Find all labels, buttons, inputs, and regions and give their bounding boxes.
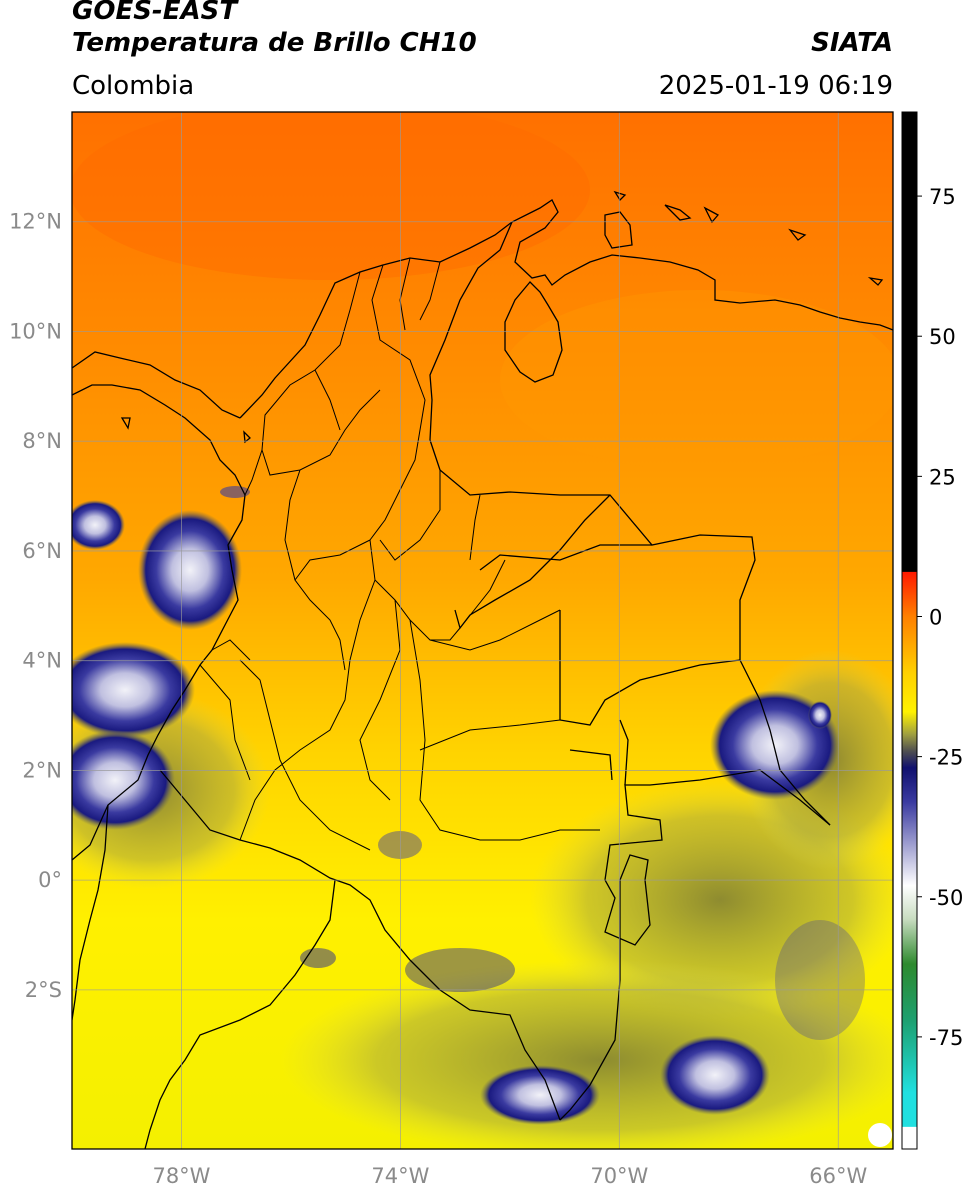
map-frame <box>71 111 894 1150</box>
lat-tick-label: 10°N <box>9 319 62 343</box>
lat-tick-label: 4°N <box>22 649 62 673</box>
colombia-venezuela-border <box>429 221 831 826</box>
colorbar-tick-label: 75 <box>929 185 956 209</box>
colorbar-tick-label: -75 <box>929 1026 963 1050</box>
lat-tick-label: 2°S <box>25 978 62 1002</box>
lat-tick-label: 0° <box>38 868 62 892</box>
peru-ecuador-border <box>144 879 336 1149</box>
colorbar-tick-label: 0 <box>929 605 942 629</box>
lat-tick-label: 2°N <box>22 758 62 782</box>
agency-label: SIATA <box>811 28 893 58</box>
southern-border <box>159 769 561 1121</box>
colorbar-tick-label: 25 <box>929 465 956 489</box>
pacific-islands <box>120 417 251 444</box>
datetime-label: 2025-01-19 06:19 <box>658 71 893 101</box>
boundaries-layer <box>72 190 893 1149</box>
latitude-tick-labels: 12°N 10°N 8°N 6°N 4°N 2°N 0° 2°S <box>9 210 62 1002</box>
longitude-tick-labels: 78°W 74°W 70°W 66°W <box>152 1164 867 1188</box>
lon-tick-label: 70°W <box>590 1164 648 1188</box>
imagery-layer <box>72 112 893 1149</box>
cloud-cluster-amazon <box>660 1035 770 1115</box>
caribbean-coastline <box>239 199 893 419</box>
gridlines <box>72 112 893 1149</box>
cloud-cluster-pacific-mid <box>72 642 195 738</box>
pacific-coastline <box>72 494 246 861</box>
product-title: Temperatura de Brillo CH10 <box>72 28 477 58</box>
lat-tick-label: 12°N <box>9 210 62 234</box>
colorbar <box>901 111 918 1150</box>
lon-tick-label: 66°W <box>809 1164 867 1188</box>
ecuador-coast <box>72 804 109 1021</box>
satellite-title: GOES-EAST <box>72 0 238 26</box>
colorbar-tick-labels: 75 50 25 0 -25 -50 -75 <box>917 185 963 1050</box>
colorbar-tick-label: -25 <box>929 746 963 770</box>
colorbar-tick-label: 50 <box>929 325 956 349</box>
lat-tick-label: 6°N <box>22 539 62 563</box>
colorbar-tick-label: -50 <box>929 886 963 910</box>
region-label: Colombia <box>72 71 195 101</box>
lon-tick-label: 74°W <box>371 1164 429 1188</box>
caribbean-islands <box>604 190 884 286</box>
lat-tick-label: 8°N <box>22 429 62 453</box>
venezuela-internal-borders <box>454 494 741 786</box>
lake-maracaibo <box>504 281 563 383</box>
department-borders <box>199 257 600 851</box>
lon-tick-label: 78°W <box>152 1164 210 1188</box>
panama-coast <box>72 351 246 496</box>
cloud-cluster-pacific-north <box>138 510 242 630</box>
